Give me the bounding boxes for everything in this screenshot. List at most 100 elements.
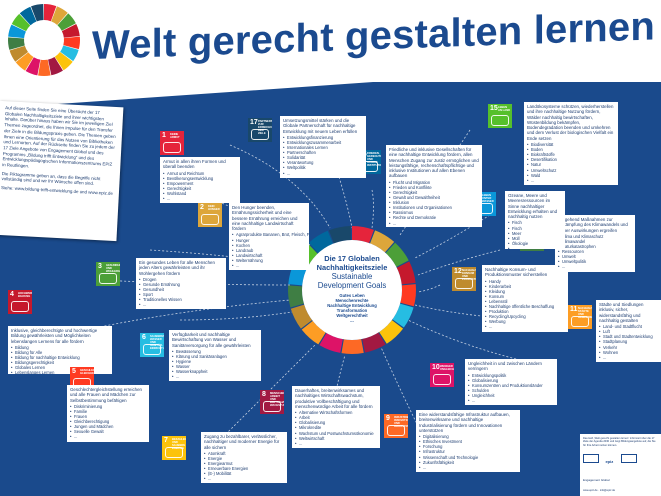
list-item: ... <box>389 221 479 226</box>
sdg-number: 3 <box>98 263 102 270</box>
goal-card-5: Geschlechtergleichstellung erreichen und… <box>67 385 149 442</box>
sdg-pictogram-icon <box>433 374 451 385</box>
wheel-segment <box>48 57 63 76</box>
wheel-segment <box>25 57 41 76</box>
list-item: Konsumzentren und Produktionsländer <box>468 383 554 388</box>
wheel-segment <box>60 45 79 62</box>
list-item: Alternative Wirtschaftsformen <box>295 410 377 415</box>
wheel-center-disc <box>302 240 402 340</box>
list-item: Diskriminierung <box>70 404 146 409</box>
list-item: Desertifikation <box>527 157 615 162</box>
sdg-label: Bezahlbare und saubere Energie <box>172 437 186 450</box>
list-item: Rechte und Demokratie <box>389 215 479 220</box>
list-item: Ökologie <box>508 241 562 246</box>
list-item: Empowerment <box>163 181 237 186</box>
list-item: ... <box>172 374 258 379</box>
list-item: Zukunftsfähigkeit <box>419 460 517 465</box>
list-item: Biodiversität <box>527 142 615 147</box>
wheel-segment <box>30 4 44 22</box>
goal-card-16: Friedliche und inklusive Gesellschaften … <box>386 145 482 227</box>
wheel-segment <box>288 285 304 308</box>
list-item: Solidarität <box>283 155 363 160</box>
list-item: Klärung und Sanitäranlagen <box>172 354 258 359</box>
goal-card-10: Ungleichheit in und zwischen Ländern ver… <box>465 359 557 406</box>
list-item: Mikrokredite <box>295 425 377 430</box>
goal-card-2: Den Hunger beenden, Ernährungssicherheit… <box>229 203 309 271</box>
goal-intro: Dauerhaftes, breitenwirksames und nachha… <box>295 388 373 409</box>
list-item: Institutionen und Organisationen <box>389 205 479 210</box>
list-item: Globales Lernen <box>11 365 109 370</box>
sdg-number: 10 <box>432 364 440 371</box>
sdg-wheel-center <box>288 226 416 354</box>
wheel-segment <box>15 52 34 71</box>
list-item: Entwicklungsfinanzierung <box>283 135 363 140</box>
wheel-segment <box>63 36 80 50</box>
list-item: Entwicklungspolitik <box>468 373 554 378</box>
goal-intro: Inklusive, gleichberechtigte und hochwer… <box>11 328 98 344</box>
list-item: Frauen <box>70 414 146 419</box>
sdg-label: Gesundheit und Wohlergehen <box>106 263 120 273</box>
sdg-pictogram-icon <box>263 401 281 412</box>
center-keyword: Nachhaltige Entwicklung <box>327 303 377 308</box>
list-item: ... <box>163 196 237 201</box>
list-item: Gerechtigkeit <box>163 186 237 191</box>
goal-intro: Umgehend Maßnahmen zur Bekämpfung des Kl… <box>558 217 628 233</box>
wheel-segment <box>328 226 352 244</box>
goal-intro: Ungleichheit in und zwischen Ländern ver… <box>468 361 542 372</box>
sdg-number: 4 <box>10 291 14 298</box>
list-item: Welternährung <box>232 258 306 263</box>
list-item: Stadtplanung <box>599 339 658 344</box>
list-item: Landwirtschaft <box>232 253 306 258</box>
sdg-number: 1 <box>162 132 166 139</box>
wheel-segment <box>38 59 51 76</box>
list-item: Biokraftstoffe <box>527 152 615 157</box>
goal-intro: Umsetzungsmittel stärken und die Globale… <box>283 118 358 134</box>
list-item: Atomkraft <box>204 451 284 456</box>
sdg-label: Partnerschaften zur Erreichung der Ziele <box>258 119 272 135</box>
list-item: Sport <box>139 292 223 297</box>
goal-card-6: Verfügbarkeit und nachhaltige Bewirtscha… <box>169 330 261 382</box>
list-item: ... <box>485 324 565 329</box>
sdg-pictogram-icon <box>571 316 589 327</box>
list-item: Umwelt <box>558 254 632 259</box>
goal-topic-list: HandyKinderarbeitKleidungKonsumLebenssti… <box>485 279 565 330</box>
list-item: Energie <box>204 456 284 461</box>
wheel-segment <box>11 13 31 32</box>
intro-paragraph-1: Auf dieser Seite finden Sie eine Übersic… <box>2 105 116 169</box>
list-item: Natur <box>527 162 615 167</box>
goal-topic-list: Alternative WirtschaftsformenArbeitGloba… <box>295 410 377 446</box>
goal-topic-list: Flucht und MigrationFrieden und Konflikt… <box>389 180 479 226</box>
sdg-tile-10: 10Weniger Ungleichheiten <box>430 363 454 387</box>
list-item: Entwicklungszusammenarbeit <box>283 140 363 145</box>
sdg-tile-7: 7 Bezahlbare und saubere Energie <box>162 436 186 460</box>
sdg-tile-4: 4 Hochwertige Bildung <box>8 290 32 314</box>
sdg-pictogram-icon <box>165 447 183 458</box>
list-item: Müll <box>508 236 562 241</box>
wheel-segment <box>290 304 313 329</box>
wheel-segment <box>379 320 404 344</box>
list-item: Wald <box>527 173 615 178</box>
list-item: Wasserknappheit <box>172 369 258 374</box>
list-item: Umweltschutz <box>527 168 615 173</box>
list-item: Luft <box>599 329 658 334</box>
list-item: Flucht und Migration <box>389 180 479 185</box>
goal-topic-list: Agrarprodukte Bananen, Brot, Fleisch, Fi… <box>232 232 309 268</box>
wheel-segment <box>362 332 386 353</box>
footer-text: Das Heft „Welt gerecht gestalten lernen“… <box>583 437 656 447</box>
sdg-label: Sauberes Wasser und Sanitär-einrichtunge… <box>150 334 164 350</box>
center-keyword: Menschenrechte <box>335 298 369 303</box>
goal-topic-list: DigitalisierungEthisches InvestmentForsc… <box>419 434 517 470</box>
list-item: Kleidung <box>485 289 565 294</box>
list-item: Landraub <box>232 248 306 253</box>
list-item: Schulden <box>468 388 554 393</box>
goal-topic-list: AtomkraftEnergieEnergiearmutErneuerbare … <box>204 451 284 482</box>
list-item: Gerechtigkeit <box>389 190 479 195</box>
goal-intro: Nachhaltige Konsum- und Produktionsmuste… <box>485 267 548 278</box>
list-item: Ethisches Investment <box>419 439 517 444</box>
sdg-label: Hochwertige Bildung <box>18 291 32 298</box>
goal-topic-list: BewässerungKlärung und SanitäranlagenHyg… <box>172 349 258 380</box>
goal-card-11: Städte und Siedlungen inklusiv, sicher, … <box>596 300 661 362</box>
list-item: Partnerschaften <box>283 150 363 155</box>
sdg-number: 12 <box>454 268 462 275</box>
